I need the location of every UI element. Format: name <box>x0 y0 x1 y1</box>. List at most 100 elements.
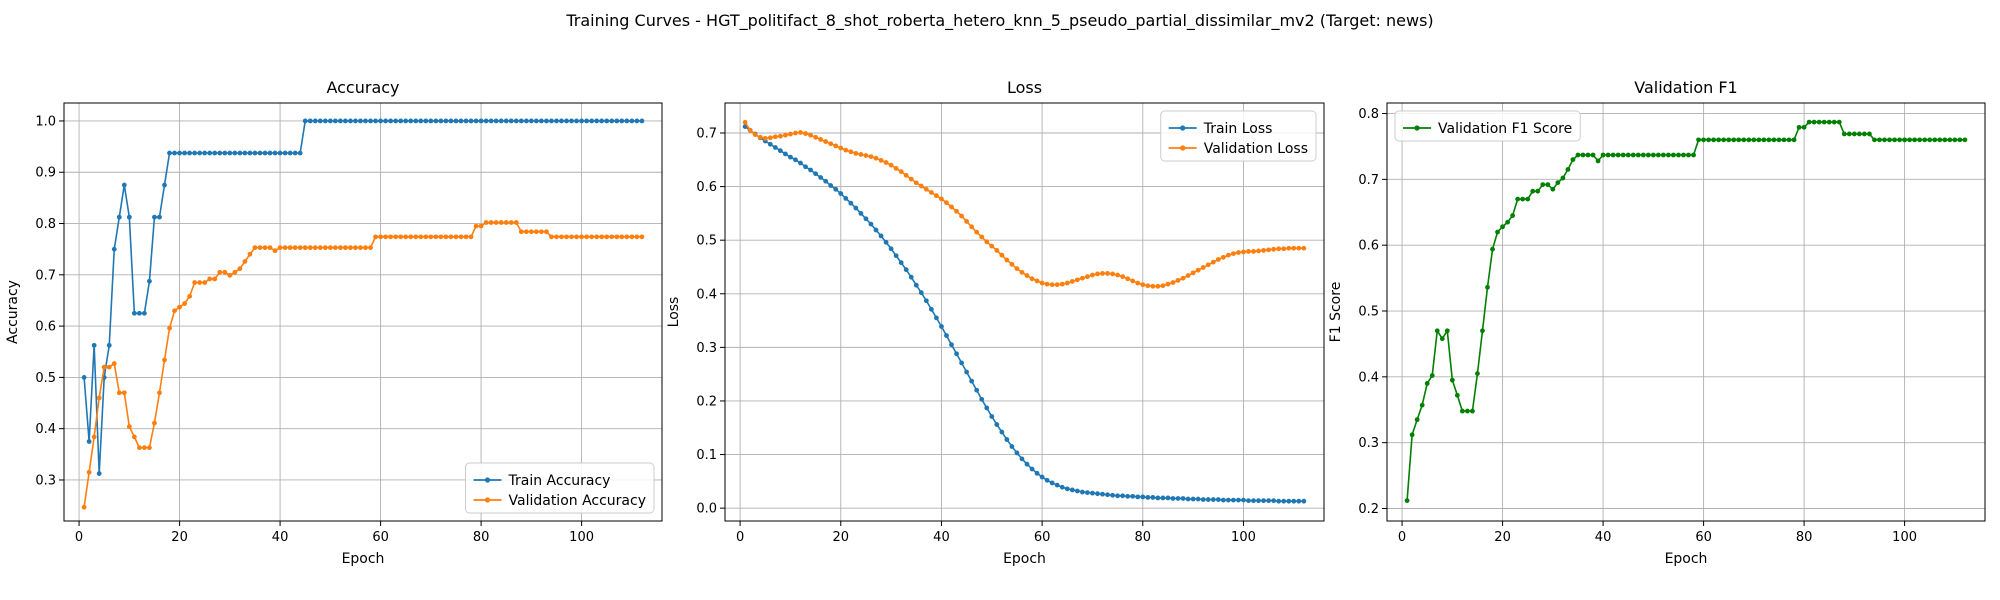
data-point <box>873 227 879 233</box>
data-point <box>1851 131 1857 137</box>
subplots: 0 20 40 60 80 100 0.3 0.4 0.5 0.6 0.7 0.8 0.9 1.0 Accu… <box>5 78 1986 567</box>
data-point <box>368 118 373 124</box>
data-point <box>1140 282 1146 288</box>
data-point <box>1271 498 1277 504</box>
data-point <box>488 220 494 225</box>
data-point <box>162 182 167 188</box>
x-tick-label: 100 <box>569 530 594 545</box>
data-point <box>1902 137 1907 143</box>
data-point <box>101 364 107 370</box>
data-point <box>493 220 499 225</box>
data-point <box>473 223 479 229</box>
data-point <box>508 220 514 225</box>
data-point <box>1660 152 1666 158</box>
data-point <box>513 220 519 225</box>
x-tick-label: 0 <box>1398 530 1406 545</box>
data-point <box>1655 152 1661 158</box>
data-point <box>1726 137 1732 143</box>
subplot-title: Loss <box>1007 78 1042 97</box>
data-point <box>523 229 529 235</box>
data-point <box>358 118 363 124</box>
legend-box <box>465 462 655 514</box>
data-point <box>478 118 484 124</box>
data-point <box>1165 281 1171 287</box>
data-point <box>1115 272 1121 278</box>
data-point <box>498 118 504 124</box>
data-point <box>1085 274 1090 280</box>
data-point <box>1155 495 1161 501</box>
data-point <box>1185 496 1191 502</box>
data-point <box>1090 490 1095 496</box>
data-point <box>1927 137 1933 143</box>
data-point <box>86 439 92 444</box>
y-tick-label: 0.5 <box>1358 305 1379 320</box>
data-point <box>772 145 778 150</box>
data-point <box>533 118 539 124</box>
data-point <box>1645 152 1651 158</box>
data-point <box>488 118 494 124</box>
data-point <box>302 245 308 251</box>
data-point <box>803 131 808 136</box>
x-tick-label: 20 <box>171 530 188 545</box>
data-point <box>1125 276 1131 282</box>
y-tick-label: 0.2 <box>1358 502 1379 517</box>
data-point <box>111 246 117 252</box>
data-point <box>1225 497 1231 503</box>
data-point <box>873 155 879 161</box>
data-point <box>934 315 939 321</box>
data-point <box>1459 408 1465 414</box>
data-point <box>1079 275 1085 281</box>
data-point <box>1190 270 1196 276</box>
data-point <box>1180 275 1186 281</box>
data-point <box>237 150 243 156</box>
data-point <box>453 234 459 240</box>
data-point <box>1251 498 1256 504</box>
data-point <box>1922 137 1928 143</box>
data-point <box>458 118 464 124</box>
data-point <box>1796 124 1802 130</box>
data-point <box>147 445 152 451</box>
x-tick-label: 40 <box>272 530 289 545</box>
data-point <box>312 118 318 124</box>
data-point <box>604 234 610 240</box>
data-point <box>1115 493 1121 499</box>
y-tick-label: 0.0 <box>696 502 717 517</box>
data-point <box>1215 497 1221 502</box>
data-point <box>564 234 569 240</box>
data-point <box>247 251 253 257</box>
data-point <box>939 324 944 329</box>
series-2 <box>742 119 1307 289</box>
data-point <box>1540 182 1546 188</box>
data-point <box>944 333 949 338</box>
y-tick-label: 0.4 <box>1358 370 1379 385</box>
data-point <box>1009 261 1015 267</box>
data-point <box>1024 461 1030 467</box>
data-point <box>1200 497 1206 502</box>
data-point <box>1429 373 1435 378</box>
data-point <box>403 234 409 240</box>
data-point <box>363 245 368 251</box>
y-tick-label: 0.5 <box>35 371 56 386</box>
legend-label: Train Loss <box>1203 121 1273 137</box>
data-point <box>403 118 409 124</box>
data-point <box>569 234 574 240</box>
data-point <box>878 233 884 239</box>
data-point <box>1444 328 1450 334</box>
data-point <box>1150 283 1156 289</box>
data-point <box>614 234 620 240</box>
data-point <box>1281 498 1287 504</box>
data-point <box>1530 188 1536 194</box>
data-point <box>473 118 479 124</box>
data-point <box>423 118 429 124</box>
data-point <box>913 282 919 288</box>
data-point <box>167 150 172 156</box>
data-point <box>979 396 985 402</box>
data-point <box>1170 280 1176 285</box>
data-point <box>944 200 949 206</box>
data-point <box>212 276 218 282</box>
data-point <box>1555 180 1561 186</box>
data-point <box>559 234 564 240</box>
data-point <box>949 204 954 210</box>
x-tick-label: 60 <box>1695 530 1712 545</box>
